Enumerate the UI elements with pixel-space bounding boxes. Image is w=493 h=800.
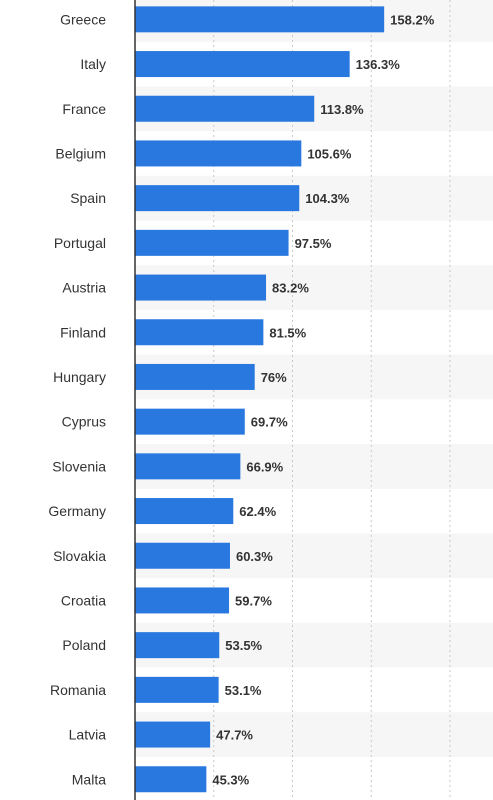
category-label: Finland [60,324,106,340]
category-labels: Greece Italy France Belgium Spain Portugal Aus… [48,11,106,787]
category-label: France [62,101,106,117]
value-label: 113.8% [320,102,364,117]
value-label: 158.2% [390,12,435,27]
bar [135,408,245,435]
category-label: Latvia [69,727,107,743]
bar [135,319,264,346]
category-label: Romania [50,682,106,698]
bar [135,587,230,614]
value-label: 104.3% [305,191,350,206]
category-label: Greece [60,11,106,27]
bar [135,95,315,122]
bar [135,542,230,569]
category-label: Belgium [55,145,106,161]
value-label: 53.5% [225,638,262,653]
value-label: 66.9% [246,459,283,474]
category-label: Malta [72,771,106,787]
bar [135,140,302,167]
value-label: 81.5% [269,325,306,340]
value-label: 105.6% [307,146,352,161]
bar [135,185,300,212]
category-label: Austria [62,280,106,296]
value-label: 59.7% [235,593,272,608]
category-label: Spain [70,190,106,206]
category-label: Cyprus [62,414,106,430]
bar [135,229,289,256]
value-label: 76% [261,370,287,385]
category-label: Croatia [61,592,106,608]
category-label: Italy [80,56,106,72]
value-label: 62.4% [239,504,276,519]
bar [135,6,385,33]
value-label: 136.3% [356,57,401,72]
category-label: Slovenia [52,458,106,474]
bars [135,6,385,793]
bar [135,51,350,78]
category-label: Portugal [54,235,106,251]
category-label: Hungary [53,369,106,385]
bar [135,363,255,390]
bar [135,498,234,525]
value-label: 47.7% [216,728,253,743]
bar [135,632,220,659]
gridlines [213,0,451,800]
category-label: Germany [48,503,106,519]
bar [135,453,241,480]
bar [135,676,219,703]
value-label: 69.7% [251,415,288,430]
category-label: Poland [62,637,106,653]
value-label: 53.1% [225,683,262,698]
value-labels: 158.2% 136.3% 113.8% 105.6% 104.3% 97.5% 83.2%… [212,12,434,787]
bar [135,274,267,301]
bar [135,721,211,748]
value-label: 97.5% [295,236,332,251]
value-label: 60.3% [236,549,273,564]
category-label: Slovakia [53,548,106,564]
value-label: 83.2% [272,281,309,296]
value-label: 45.3% [212,772,249,787]
bar [135,766,207,793]
